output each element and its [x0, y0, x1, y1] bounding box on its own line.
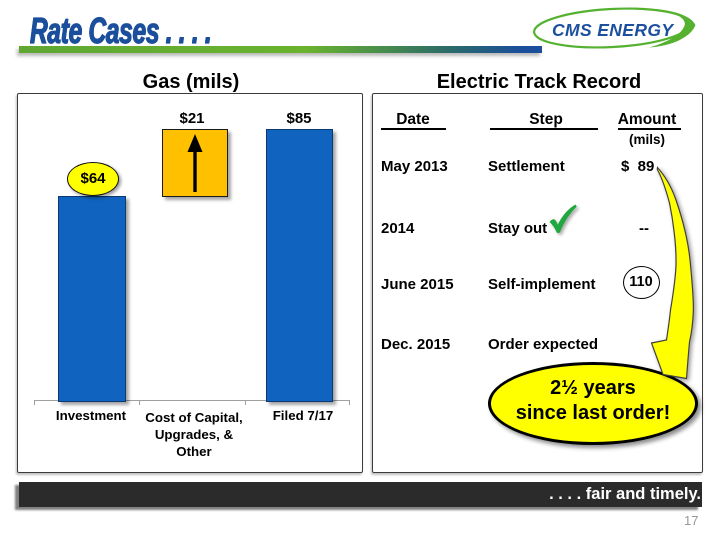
svg-text:CMS ENERGY: CMS ENERGY — [552, 20, 674, 40]
